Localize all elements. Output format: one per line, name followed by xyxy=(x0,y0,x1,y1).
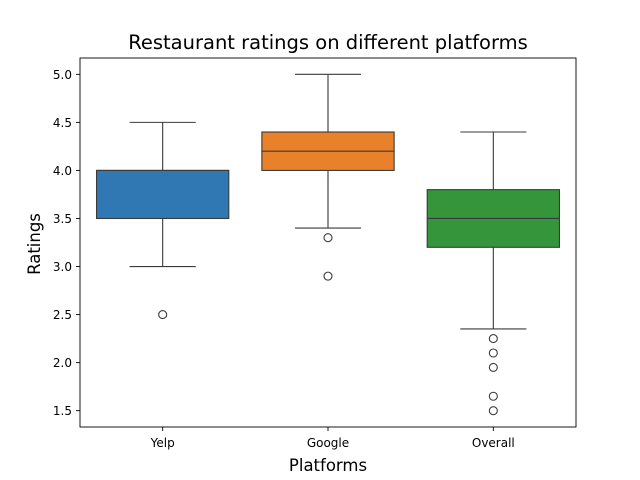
plot-area-frame xyxy=(79,57,577,428)
outlier-point xyxy=(323,271,333,281)
outlier-point xyxy=(488,348,498,358)
outlier-point xyxy=(488,362,498,372)
outlier-point xyxy=(488,406,498,416)
y-tick-label: 4.5 xyxy=(53,116,72,130)
y-tick-label: 3.0 xyxy=(53,260,72,274)
chart-title: Restaurant ratings on different platform… xyxy=(128,31,528,54)
box-yelp xyxy=(95,169,230,220)
outlier-point xyxy=(158,310,168,320)
x-tick-label: Google xyxy=(307,436,349,450)
y-tick-label: 3.5 xyxy=(53,212,72,226)
outlier-point xyxy=(488,334,498,344)
outlier-point xyxy=(323,233,333,243)
y-tick-label: 5.0 xyxy=(53,68,72,82)
y-tick-label: 2.0 xyxy=(53,356,72,370)
outlier-point xyxy=(488,391,498,401)
x-tick-label: Overall xyxy=(472,436,515,450)
x-tick-label: Yelp xyxy=(150,436,175,450)
y-tick-label: 1.5 xyxy=(53,404,72,418)
y-tick-label: 2.5 xyxy=(53,308,72,322)
y-axis-title: Ratings xyxy=(25,213,44,275)
y-tick-label: 4.0 xyxy=(53,164,72,178)
x-axis-title: Platforms xyxy=(289,456,367,475)
